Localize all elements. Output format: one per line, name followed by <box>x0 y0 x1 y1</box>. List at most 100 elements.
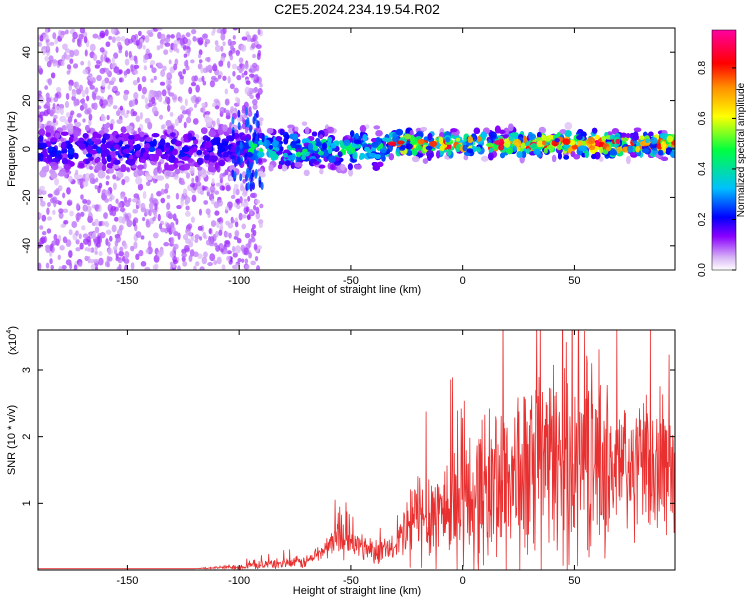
spectrogram-cell <box>232 70 236 77</box>
spectrogram-cell <box>94 204 100 210</box>
spectrogram-cell <box>195 84 200 93</box>
spectrogram-cell <box>85 145 94 151</box>
spectrogram-cell <box>255 125 262 134</box>
spectrogram-cell <box>246 214 251 221</box>
spectrogram-cell <box>137 183 144 191</box>
spectrogram-cell <box>213 260 218 265</box>
spectrogram-cell <box>236 204 241 210</box>
spectrogram-cell <box>147 121 153 130</box>
spectrogram-cell <box>86 199 91 206</box>
spectrogram-cell <box>180 199 184 207</box>
spectrogram-cell <box>217 199 223 207</box>
spectrogram-cell <box>170 34 175 39</box>
spectrogram-cell <box>108 196 113 202</box>
spectrogram-cell <box>171 93 178 101</box>
spectrogram-cell <box>124 38 131 46</box>
spectrogram-cell <box>130 262 135 270</box>
spectrogram-cell <box>232 252 238 258</box>
spectrogram-cell <box>258 221 263 229</box>
spectrogram-cell <box>123 258 130 264</box>
spectrogram-cell <box>113 216 119 222</box>
spectrogram-cell <box>229 54 234 61</box>
spectrogram-cell <box>108 168 114 174</box>
spectrogram-cell <box>111 209 117 217</box>
spectrogram-cell <box>188 107 194 112</box>
spectrogram-cell <box>209 253 216 262</box>
spectrogram-cell <box>42 148 47 154</box>
spectrogram-cell <box>247 240 252 248</box>
spectrogram-cell <box>175 192 180 200</box>
spectrogram-cell <box>182 68 187 75</box>
spectrogram-cell <box>191 194 197 203</box>
spectrogram-cell <box>38 262 42 270</box>
spectrogram-cell <box>242 178 246 184</box>
spectrogram-cell <box>176 204 182 210</box>
spectrogram-cell <box>113 52 119 59</box>
spectrogram-cell <box>157 62 163 68</box>
spectrogram-cell <box>118 69 123 75</box>
spectrogram-cell <box>68 136 74 143</box>
spectrogram-cell <box>190 59 195 64</box>
spectrogram-cell <box>214 105 220 110</box>
spectrogram-cell <box>49 243 53 252</box>
spectrogram-cell <box>87 247 92 253</box>
spectrogram-cell <box>180 105 186 111</box>
spectrogram-cell <box>220 248 224 253</box>
spectrogram-cell <box>148 141 156 148</box>
spectrogram-cell <box>251 62 258 68</box>
spectrogram-cell <box>104 197 109 203</box>
spectrogram-cell <box>59 107 64 115</box>
spectrogram-cell <box>208 228 212 235</box>
spectrogram-cell <box>103 212 108 220</box>
spectrogram-cell <box>191 177 195 184</box>
spectrogram-cell <box>52 103 56 109</box>
spectrogram-cell <box>132 111 138 117</box>
spectrogram-cell <box>225 206 229 211</box>
spectrogram-cell <box>256 265 261 270</box>
spectrogram-cell <box>83 102 88 110</box>
spectrogram-cell <box>243 247 249 256</box>
spectrogram-cell <box>58 265 63 270</box>
spectrogram-cell <box>92 33 99 39</box>
spectrogram-cell <box>156 28 163 31</box>
spectrogram-cell <box>152 264 157 270</box>
spectrogram-cell <box>190 29 197 35</box>
spectrogram-cell <box>247 195 251 202</box>
spectrogram-cell <box>223 231 230 238</box>
spectrogram-cell <box>66 64 72 70</box>
spectrogram-cell <box>98 257 104 266</box>
spectrogram-cell <box>135 204 139 210</box>
spectrogram-cell <box>133 64 140 69</box>
spectrogram-cell <box>236 238 242 244</box>
spectrogram-cell <box>70 110 75 115</box>
spectrogram-cell <box>203 251 208 258</box>
spectrogram-cell <box>243 70 248 76</box>
spectrogram-cell <box>75 247 81 252</box>
spectrogram-cell <box>44 28 49 35</box>
spectrogram-cell <box>160 188 165 195</box>
spectrogram-cell <box>104 29 109 37</box>
spectrogram-cell <box>248 252 252 259</box>
spectrogram-cell <box>214 230 219 238</box>
spectrogram-cell <box>39 225 44 230</box>
spectrogram-cell <box>173 63 178 71</box>
spectrogram-cell <box>133 70 139 75</box>
spectrogram-cell <box>223 107 227 114</box>
spectrogram-cell <box>90 247 95 253</box>
spectrogram-cell <box>244 232 251 239</box>
spectrogram-cell <box>611 128 620 135</box>
spectrogram-cell <box>214 190 220 195</box>
spectrogram-cell <box>209 80 216 88</box>
spectrogram-cell <box>78 261 83 268</box>
spectrogram-cell <box>75 239 80 245</box>
spectrogram-cell <box>55 46 59 54</box>
spectrogram-cell <box>207 262 213 267</box>
spectrogram-cell <box>52 118 57 124</box>
spectrogram-cell <box>49 258 53 265</box>
spectrogram-cell <box>52 58 57 67</box>
spectrogram-cell <box>92 144 98 150</box>
spectrogram-cell <box>199 190 204 195</box>
spectrogram-cell <box>168 59 172 65</box>
spectrogram-cell <box>39 96 45 104</box>
spectrogram-cell <box>156 191 162 197</box>
